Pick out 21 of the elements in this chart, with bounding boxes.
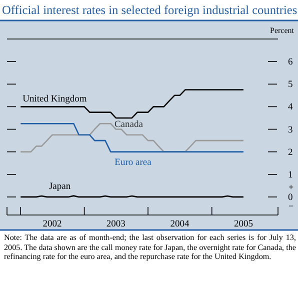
chart-title: Official interest rates in selected foreign industrial countries <box>2 3 298 17</box>
line-series <box>20 89 244 119</box>
text: Note: The data are as of month-end; the last observation for each series is for July 13, 2005. The data shown are the call money rate for Japan, the overnight rate for Canada, the refinancing rate for the euro area, and the repurchase rate for the United Kingdom. <box>4 233 296 262</box>
text: − <box>288 200 294 211</box>
y-axis-title: Percent <box>270 26 295 35</box>
x-tick-label: 2004 <box>170 220 190 230</box>
text: + <box>288 182 294 192</box>
y-tick-label: 0 <box>288 192 293 203</box>
series-label: Canada <box>114 120 144 130</box>
y-tick-label: 4 <box>288 102 293 113</box>
series-label: Japan <box>48 182 71 192</box>
x-tick-label: 2005 <box>234 220 254 230</box>
y-tick-label: 5 <box>288 80 293 90</box>
y-tick-label: 1 <box>288 170 293 180</box>
y-tick-label: 3 <box>288 125 293 136</box>
x-tick-label: 2003 <box>106 220 126 230</box>
series-label: United Kingdom <box>22 94 88 105</box>
series-label: Euro area <box>114 158 152 168</box>
x-tick-label: 2002 <box>42 220 62 230</box>
y-tick-label: 2 <box>288 148 293 158</box>
y-tick-label: 6 <box>288 58 293 68</box>
